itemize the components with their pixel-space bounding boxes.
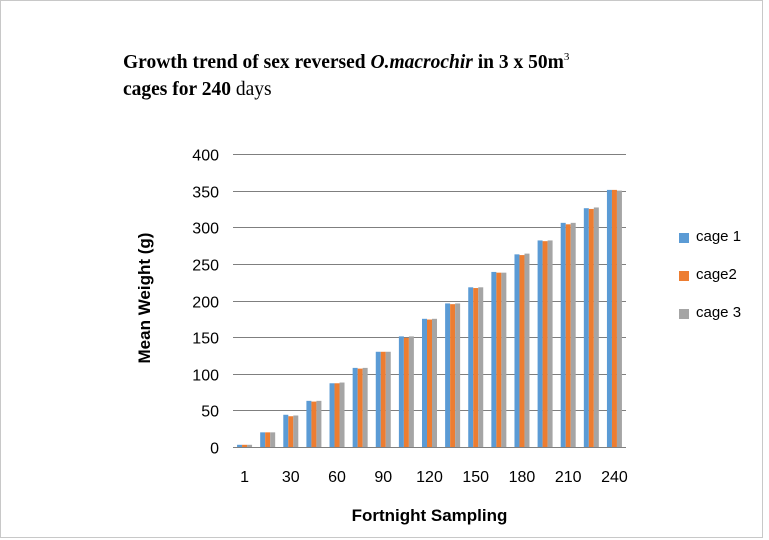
bar-cage2-120 (427, 319, 432, 447)
title-text-3: cages for 240 (123, 79, 231, 100)
bar-cage-1-135 (445, 303, 451, 447)
title-text-1: Growth trend of sex reversed (123, 52, 371, 73)
y-tick-label-300: 300 (192, 221, 219, 238)
bar-cage-1-120 (422, 318, 427, 447)
bar-cage-3-240 (616, 190, 622, 447)
x-tick-label-1: 1 (240, 469, 249, 486)
bar-cage2-1 (242, 444, 248, 447)
x-tick-label-120: 120 (416, 469, 443, 486)
legend-swatch-cage-1 (679, 233, 689, 243)
chart-title-line-1: Growth trend of sex reversed O.macrochir… (123, 49, 763, 76)
x-tick-label-210: 210 (555, 469, 582, 486)
y-tick-label-100: 100 (192, 368, 219, 385)
bar-cage2-150 (473, 288, 479, 447)
bar-cage2-135 (450, 304, 456, 447)
bar-cage-1-225 (583, 208, 589, 447)
bar-cage-3-225 (593, 207, 599, 447)
bar-cage-1-75 (352, 367, 358, 447)
title-text-4: days (230, 79, 272, 100)
bar-cage-1-30 (283, 414, 289, 447)
bar-cage-3-210 (570, 222, 576, 447)
y-tick-label-50: 50 (201, 404, 219, 421)
bar-cage2-165 (496, 272, 502, 447)
bar-cage-3-1 (247, 444, 253, 447)
bar-cage-3-30 (293, 415, 299, 447)
y-tick-label-0: 0 (210, 441, 219, 458)
bar-cage-3-60 (339, 382, 345, 447)
bar-cage2-75 (357, 368, 363, 447)
x-tick-label-150: 150 (462, 469, 489, 486)
bar-cage-3-105 (408, 336, 414, 447)
bar-cage2-45 (311, 401, 317, 447)
bar-cage2-195 (542, 241, 548, 447)
bar-cage-1-195 (537, 240, 543, 447)
bar-cage2-180 (519, 255, 525, 447)
bar-cage-1-45 (306, 400, 312, 447)
bar-cage-3-75 (362, 367, 368, 447)
legend-swatch-cage2 (679, 271, 689, 281)
x-tick-label-90: 90 (374, 469, 392, 486)
bar-cage2-225 (588, 208, 594, 447)
legend-swatch-cage-3 (679, 309, 689, 319)
bar-cage-3-180 (524, 253, 530, 447)
x-axis-label: Fortnight Sampling (351, 506, 508, 525)
y-tick-label-200: 200 (192, 295, 219, 312)
bars (237, 189, 622, 447)
bar-cage-3-15 (270, 432, 276, 447)
bar-cage-3-165 (501, 272, 507, 447)
bar-cage-1-150 (468, 287, 474, 447)
legend-label-cage-3: cage 3 (696, 304, 742, 321)
bar-cage2-210 (565, 224, 571, 447)
bar-cage-1-90 (375, 351, 381, 447)
bar-cage2-90 (380, 351, 386, 447)
bar-cage2-60 (334, 383, 340, 447)
bar-cage-1-165 (491, 271, 497, 447)
y-tick-label-150: 150 (192, 331, 219, 348)
title-superscript: 3 (563, 51, 570, 63)
bar-cage2-240 (611, 189, 617, 447)
bar-cage-3-135 (455, 303, 461, 447)
y-tick-label-350: 350 (192, 185, 219, 202)
legend-label-cage-1: cage 1 (696, 228, 742, 245)
y-tick-labels: 0 50 100 150 200 250 300 350 400 (192, 148, 219, 458)
bar-cage-3-120 (432, 318, 437, 447)
bar-cage2-30 (288, 416, 294, 447)
bar-cage-3-195 (547, 240, 553, 447)
x-tick-label-240: 240 (601, 469, 628, 486)
title-text-2: in 3 x 50m (472, 52, 564, 73)
bar-cage-1-1 (237, 444, 243, 447)
bar-cage-1-15 (260, 432, 266, 447)
bar-cage-1-240 (606, 189, 612, 447)
chart-title-line-2: cages for 240 days (123, 76, 763, 103)
x-tick-labels: 1 30 60 90 120 150 180 210 240 (240, 469, 628, 486)
bar-cage-1-60 (329, 383, 335, 447)
chart-title: Growth trend of sex reversed O.macrochir… (123, 49, 763, 103)
bar-cage-3-90 (385, 351, 391, 447)
bar-cage-3-45 (316, 400, 322, 447)
y-tick-label-400: 400 (192, 148, 219, 165)
bar-cage2-15 (265, 432, 271, 447)
bar-cage2-105 (403, 337, 409, 447)
bar-cage-3-150 (478, 287, 484, 447)
x-tick-label-30: 30 (282, 469, 300, 486)
bar-cage-1-180 (514, 254, 520, 447)
title-species: O.macrochir (370, 52, 473, 73)
x-tick-label-180: 180 (509, 469, 536, 486)
y-tick-label-250: 250 (192, 258, 219, 275)
bar-cage-1-105 (398, 336, 404, 447)
legend-label-cage2: cage2 (696, 266, 737, 283)
x-tick-label-60: 60 (328, 469, 346, 486)
bar-cage-1-210 (560, 222, 566, 447)
